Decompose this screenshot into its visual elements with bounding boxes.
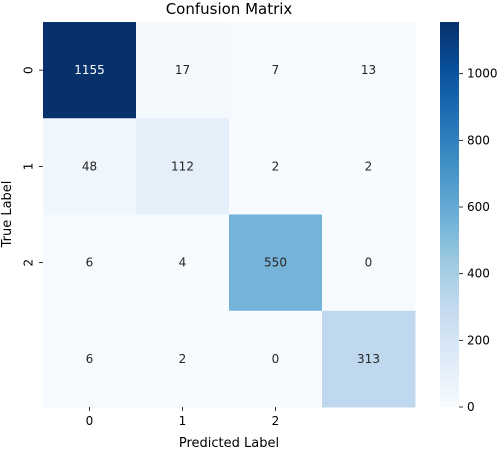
heatmap-cells: 1155 17 7 13 48 112 2 2 6 4 550 0 6 2 0 313	[43, 22, 416, 408]
cell-value-1-1: 112	[171, 159, 194, 173]
colorbar-tick-label-3: 600	[467, 200, 490, 214]
cell-value-0-0: 1155	[74, 63, 105, 77]
cell-value-1-3: 2	[365, 159, 373, 173]
heatmap-cell-0-3	[322, 22, 416, 119]
cell-value-2-2: 550	[264, 256, 287, 270]
heatmap-cell-3-0	[43, 310, 137, 408]
heatmap-cell-0-1	[136, 22, 230, 119]
x-axis-ticks: 0 1 2	[86, 407, 280, 428]
cell-value-0-1: 17	[175, 63, 190, 77]
cell-value-2-3: 0	[365, 256, 373, 270]
cell-value-3-1: 2	[179, 352, 187, 366]
heatmap-cell-3-1	[136, 310, 230, 408]
heatmap-cell-3-2	[229, 310, 323, 408]
heatmap-cell-1-3	[322, 118, 416, 215]
heatmap-cell-0-2	[229, 22, 323, 119]
y-tick-label-0: 0	[22, 66, 36, 74]
chart-title: Confusion Matrix	[166, 0, 293, 18]
colorbar-tick-label-4: 800	[467, 133, 490, 147]
x-tick-label-2: 2	[272, 414, 280, 428]
heatmap-cell-0-0	[43, 22, 137, 119]
colorbar-tick-label-1: 200	[467, 333, 490, 347]
x-axis-label: Predicted Label	[179, 436, 279, 450]
colorbar-tick-label-2: 400	[467, 267, 490, 281]
cell-value-3-3: 313	[357, 352, 380, 366]
y-tick-label-2: 2	[22, 259, 36, 267]
heatmap-cell-2-3	[322, 214, 416, 312]
cell-value-0-2: 7	[272, 63, 280, 77]
heatmap-cell-2-1	[136, 214, 230, 312]
colorbar-ticks: 0 200 400 600 800 1000	[459, 67, 498, 414]
heatmap-cell-1-0	[43, 118, 137, 215]
cell-value-3-0: 6	[86, 352, 94, 366]
cell-value-1-2: 2	[272, 159, 280, 173]
heatmap-cell-1-2	[229, 118, 323, 215]
y-axis-ticks: 0 1 2	[22, 66, 43, 267]
cell-value-2-0: 6	[86, 256, 94, 270]
x-tick-label-0: 0	[86, 414, 94, 428]
colorbar	[440, 22, 459, 407]
heatmap-cell-2-2	[229, 214, 323, 312]
y-axis-label: True Label	[0, 181, 15, 249]
cell-value-2-1: 4	[179, 256, 187, 270]
heatmap-cell-2-0	[43, 214, 137, 312]
heatmap-cell-1-1	[136, 118, 230, 215]
heatmap-cell-3-3	[322, 310, 416, 408]
cell-value-1-0: 48	[82, 159, 97, 173]
cell-value-0-3: 13	[361, 63, 376, 77]
colorbar-tick-label-0: 0	[467, 400, 475, 414]
cell-value-3-2: 0	[272, 352, 280, 366]
x-tick-label-1: 1	[179, 414, 187, 428]
y-tick-label-1: 1	[22, 163, 36, 171]
colorbar-tick-label-5: 1000	[467, 67, 498, 81]
